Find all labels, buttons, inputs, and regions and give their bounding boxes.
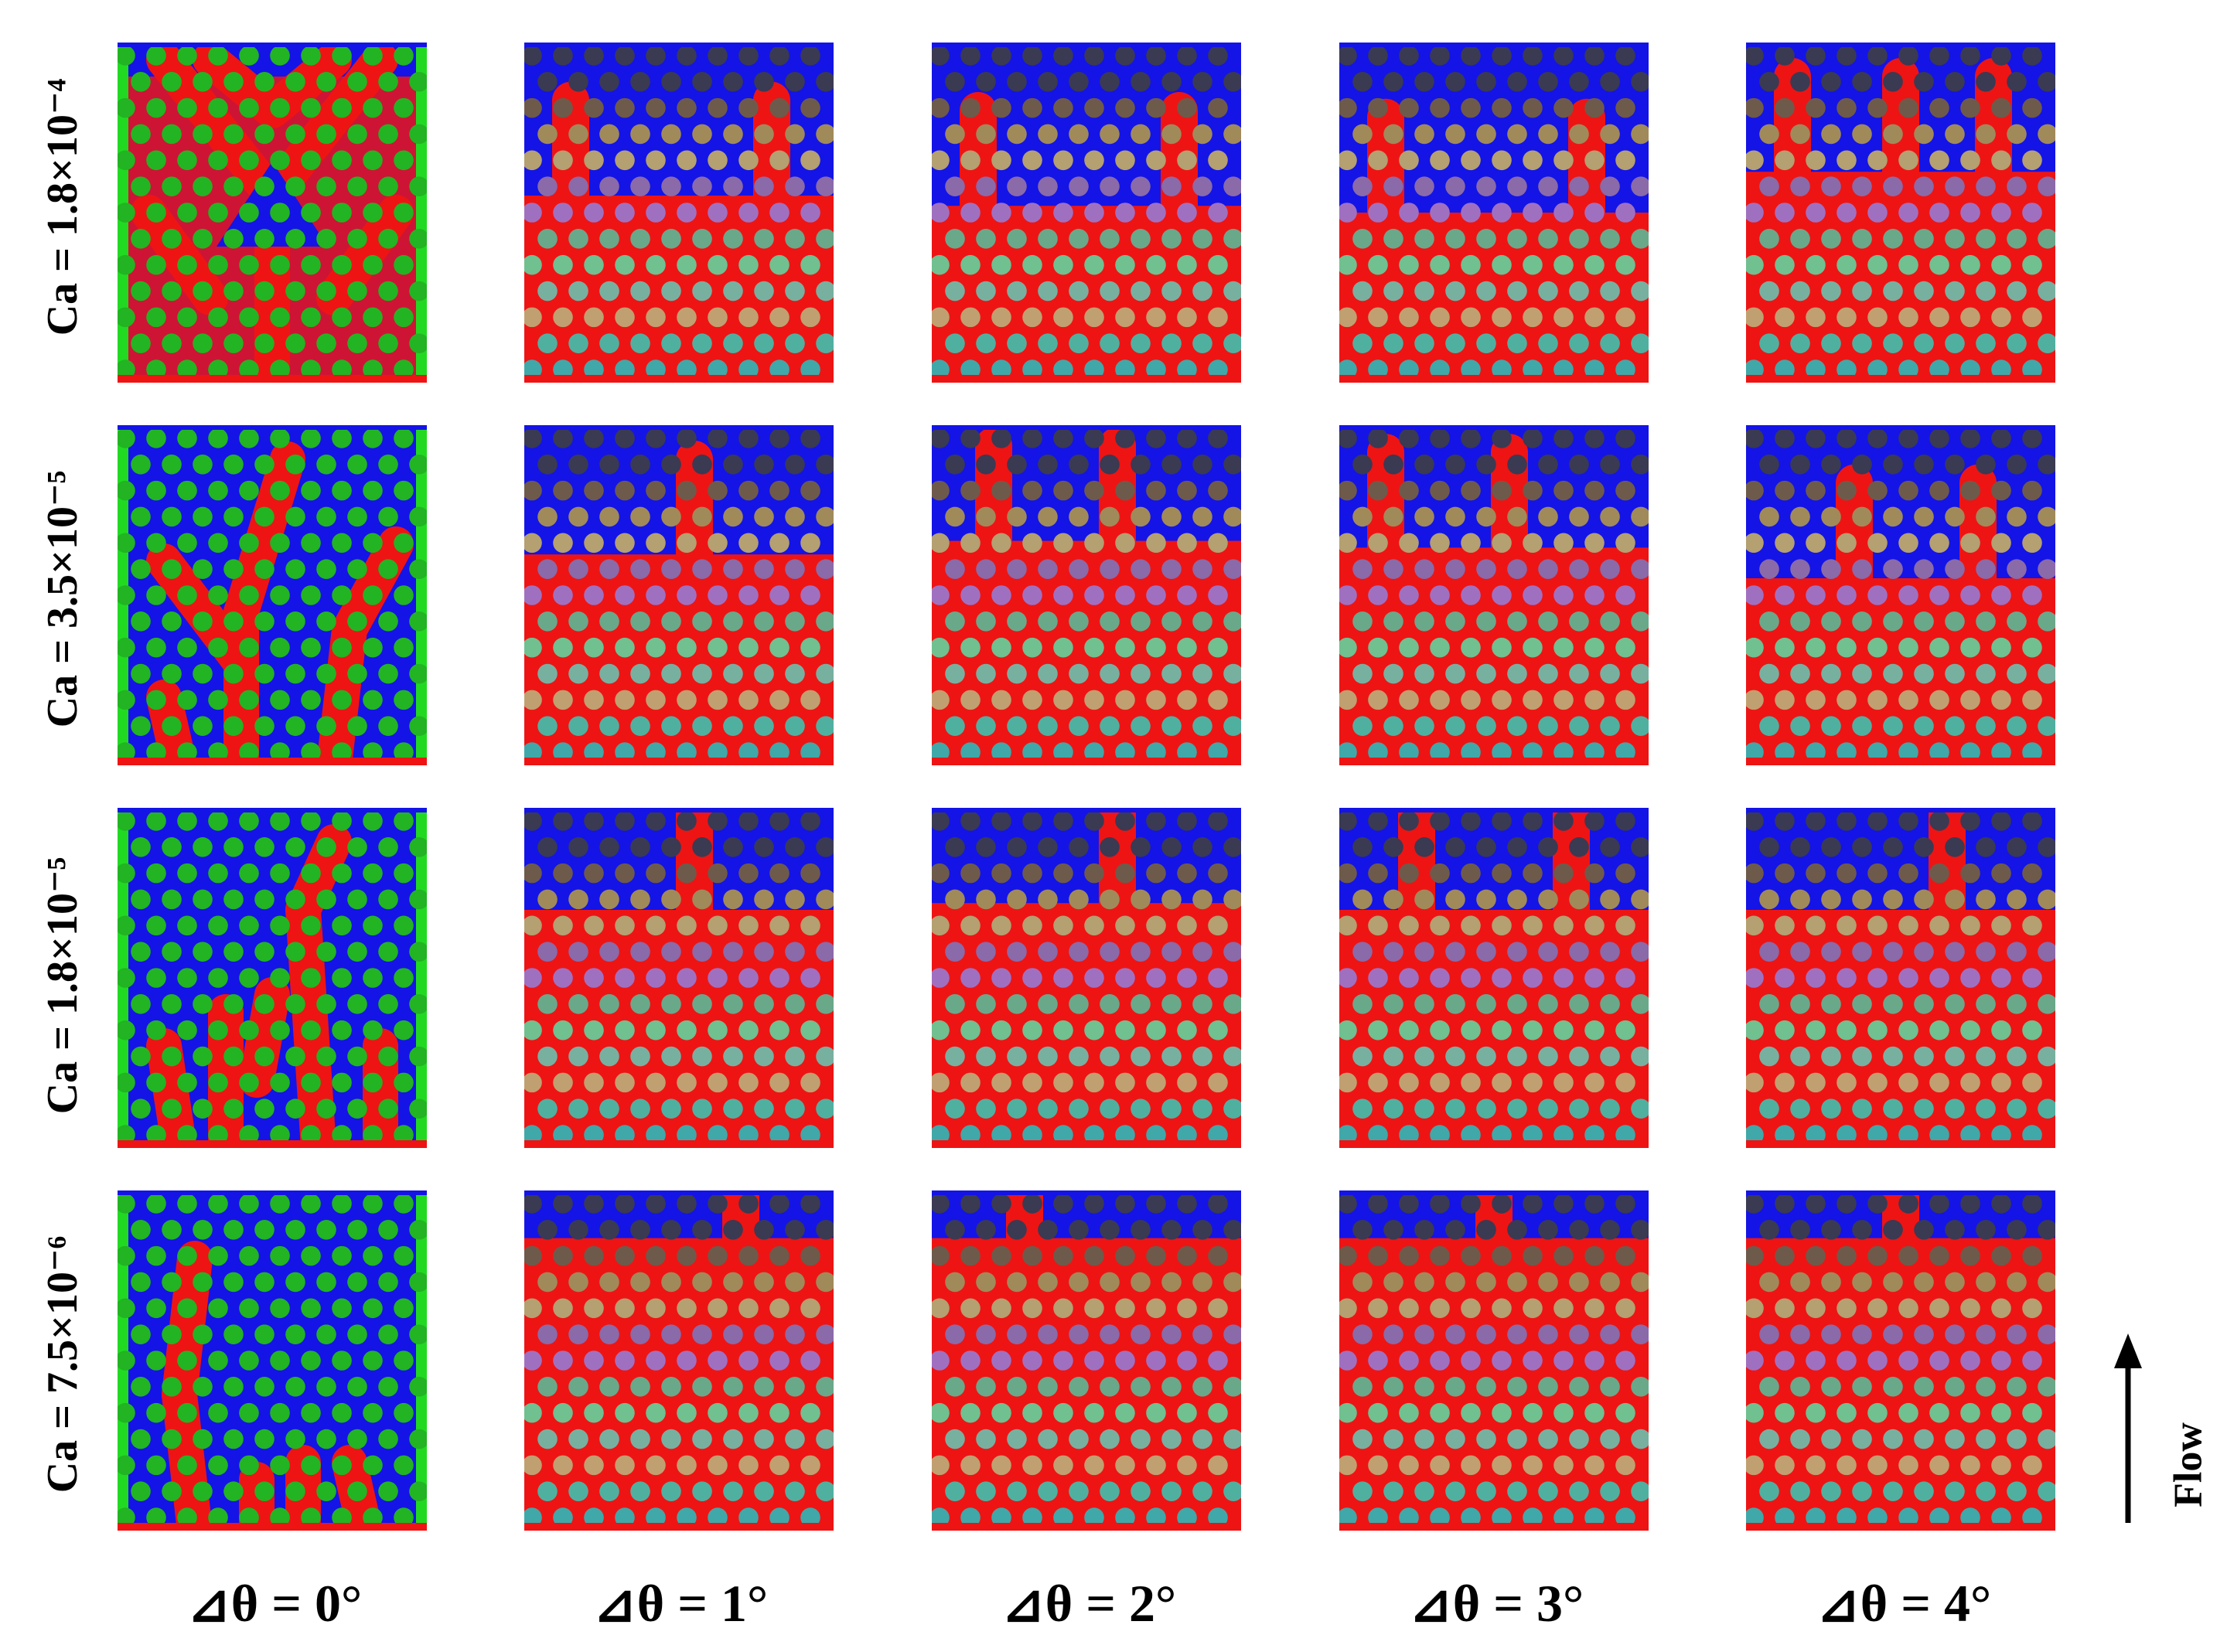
panel-r2-c5 [1746, 425, 2055, 765]
col-label-dtheta-0: ⊿θ = 0° [186, 1574, 363, 1633]
porous-media-field [118, 43, 427, 383]
row-label-text: Ca = 1.8×10⁻⁵ [39, 857, 87, 1115]
panel-r1-c2 [524, 43, 834, 383]
porous-media-field [524, 43, 834, 383]
panel-r1-c5 [1746, 43, 2055, 383]
col-label-dtheta-1: ⊿θ = 1° [592, 1574, 769, 1633]
flow-arrow-icon [2114, 1334, 2142, 1523]
col-label-dtheta-2: ⊿θ = 2° [1001, 1574, 1177, 1633]
panel-r4-c4 [1339, 1190, 1649, 1531]
panel-r2-c3 [932, 425, 1241, 765]
panel-r3-c1 [118, 808, 427, 1148]
panel-r4-c3 [932, 1190, 1241, 1531]
porous-media-field [524, 808, 834, 1148]
panel-r1-c1 [118, 43, 427, 383]
porous-media-field [1746, 1190, 2055, 1531]
porous-media-field [118, 1190, 427, 1531]
porous-media-field [1339, 43, 1649, 383]
panel-r4-c2 [524, 1190, 834, 1531]
flow-label-text: Flow [2166, 1422, 2211, 1507]
porous-media-field [1339, 1190, 1649, 1531]
panel-r3-c3 [932, 808, 1241, 1148]
panel-r2-c2 [524, 425, 834, 765]
panel-r4-c5 [1746, 1190, 2055, 1531]
panel-r3-c5 [1746, 808, 2055, 1148]
panel-r2-c1 [118, 425, 427, 765]
row-label-text: Ca = 3.5×10⁻⁵ [39, 470, 87, 728]
panel-r3-c2 [524, 808, 834, 1148]
porous-media-field [524, 1190, 834, 1531]
panel-r4-c1 [118, 1190, 427, 1531]
panel-r3-c4 [1339, 808, 1649, 1148]
porous-media-field [118, 425, 427, 765]
porous-media-field [932, 1190, 1241, 1531]
porous-media-field [1339, 425, 1649, 765]
porous-media-field [1339, 808, 1649, 1148]
panel-r2-c4 [1339, 425, 1649, 765]
panel-r1-c4 [1339, 43, 1649, 383]
col-label-dtheta-4: ⊿θ = 4° [1816, 1574, 1992, 1633]
porous-media-field [932, 43, 1241, 383]
porous-media-field [524, 425, 834, 765]
porous-media-field [932, 425, 1241, 765]
porous-media-field [118, 808, 427, 1148]
porous-media-field [932, 808, 1241, 1148]
panel-r1-c3 [932, 43, 1241, 383]
col-label-dtheta-3: ⊿θ = 3° [1408, 1574, 1584, 1633]
porous-media-field [1746, 808, 2055, 1148]
porous-media-field [1746, 43, 2055, 383]
row-label-text: Ca = 1.8×10⁻⁴ [39, 78, 87, 336]
porous-media-field [1746, 425, 2055, 765]
row-label-text: Ca = 7.5×10⁻⁶ [39, 1235, 87, 1494]
